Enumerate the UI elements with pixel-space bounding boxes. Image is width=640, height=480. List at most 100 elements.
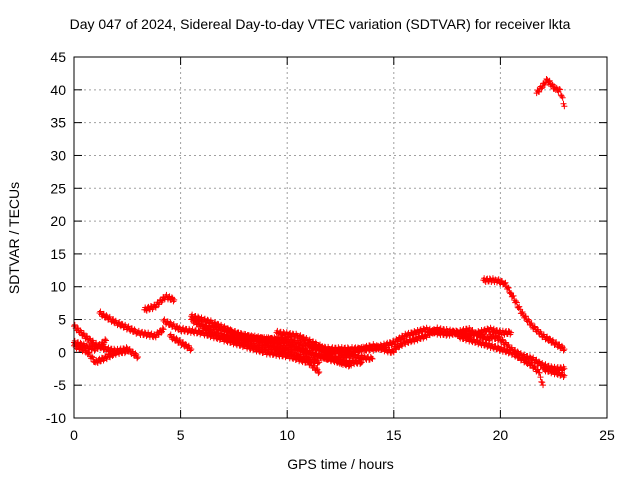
data-point <box>187 347 194 354</box>
series-track-4 <box>96 308 167 341</box>
data-point <box>287 330 294 337</box>
series-track-11 <box>220 331 376 364</box>
data-point <box>106 313 113 320</box>
data-point <box>352 351 359 358</box>
data-point <box>173 335 180 342</box>
data-point <box>89 354 96 361</box>
data-point <box>561 372 568 379</box>
data-point <box>128 325 135 332</box>
data-point <box>314 346 321 353</box>
axis-ticks: -10 -5 0 5 10 15 20 25 30 35 40 45 0 5 10 15 20 25 <box>46 49 615 443</box>
data-point <box>309 348 316 355</box>
series-track-15 <box>454 331 547 389</box>
data-point <box>134 355 141 362</box>
data-point <box>323 347 330 354</box>
data-point <box>508 329 515 336</box>
data-point <box>531 323 538 330</box>
data-points <box>71 76 568 389</box>
data-point <box>561 346 568 353</box>
y-tick-label: 30 <box>50 147 66 163</box>
y-tick-label: -5 <box>54 377 67 393</box>
data-point <box>238 337 245 344</box>
data-point <box>302 346 309 353</box>
data-point <box>238 330 245 337</box>
data-point <box>558 342 565 349</box>
data-point <box>195 313 202 320</box>
data-point <box>536 88 543 95</box>
data-point <box>222 325 229 332</box>
data-point <box>139 328 146 335</box>
data-point <box>80 330 87 337</box>
data-point <box>513 299 520 306</box>
data-point <box>525 316 532 323</box>
data-point <box>97 343 104 350</box>
data-point <box>182 341 189 348</box>
data-point <box>204 316 211 323</box>
data-point <box>560 100 567 107</box>
y-tick-label: 10 <box>50 279 66 295</box>
data-point <box>441 329 448 336</box>
data-point <box>329 344 336 351</box>
data-point <box>368 355 375 362</box>
data-point <box>102 337 109 344</box>
data-point <box>546 335 553 342</box>
data-point <box>535 358 542 365</box>
data-point <box>188 346 195 353</box>
y-tick-label: 5 <box>58 312 66 328</box>
data-point <box>170 321 177 328</box>
data-point <box>102 336 109 343</box>
data-point <box>312 349 319 356</box>
data-point <box>86 349 93 356</box>
data-point <box>519 309 526 316</box>
data-point <box>505 284 512 291</box>
y-tick-label: -10 <box>46 410 66 426</box>
y-tick-label: 0 <box>58 344 66 360</box>
series-track-18 <box>533 76 568 110</box>
data-point <box>299 345 306 352</box>
y-tick-label: 25 <box>50 180 66 196</box>
data-point <box>134 353 141 360</box>
data-point <box>546 77 553 84</box>
x-tick-label: 20 <box>493 427 509 443</box>
data-point <box>350 347 357 354</box>
plot-frame <box>73 56 608 419</box>
data-point <box>545 78 552 85</box>
series-track-7 <box>166 331 195 354</box>
data-point <box>306 340 313 347</box>
data-point <box>540 382 547 389</box>
data-point <box>174 322 181 329</box>
data-point <box>88 353 95 360</box>
data-point <box>228 336 235 343</box>
x-axis-label: GPS time / hours <box>287 456 394 472</box>
data-point <box>561 103 568 110</box>
data-point <box>71 321 78 328</box>
data-point <box>361 352 368 359</box>
data-point <box>539 379 546 386</box>
data-point <box>316 369 323 376</box>
data-point <box>196 317 203 324</box>
data-point <box>369 355 376 362</box>
series-track-19 <box>540 364 568 381</box>
data-point <box>164 318 171 325</box>
data-point <box>502 339 509 346</box>
x-tick-label: 0 <box>70 427 78 443</box>
data-point <box>86 335 93 342</box>
data-point <box>235 329 242 336</box>
data-point <box>305 357 312 364</box>
data-point <box>541 81 548 88</box>
y-tick-label: 15 <box>50 246 66 262</box>
data-point <box>248 343 255 350</box>
data-point <box>103 312 110 319</box>
y-tick-label: 20 <box>50 213 66 229</box>
y-tick-label: 35 <box>50 115 66 131</box>
data-point <box>233 333 240 340</box>
x-tick-label: 25 <box>599 427 615 443</box>
data-point <box>160 326 167 333</box>
data-point <box>437 325 444 332</box>
data-point <box>522 313 529 320</box>
data-point <box>212 323 219 330</box>
data-point <box>244 334 251 341</box>
data-point <box>159 325 166 332</box>
x-tick-label: 10 <box>279 427 295 443</box>
